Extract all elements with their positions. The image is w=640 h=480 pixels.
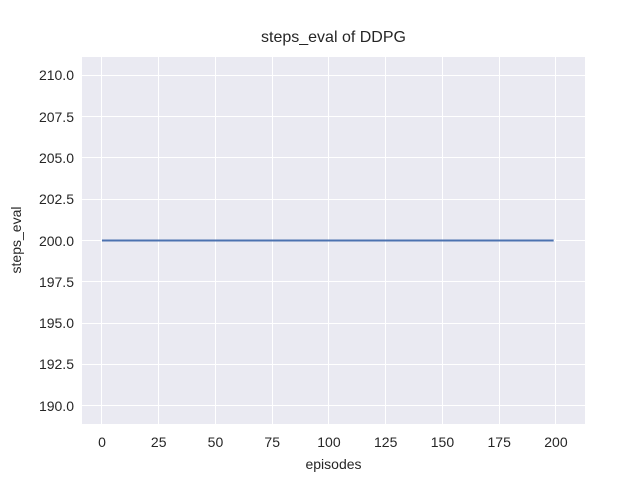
- vertical-gridline: [101, 57, 103, 424]
- y-tick-label: 207.5: [38, 108, 74, 125]
- y-tick-label: 197.5: [38, 273, 74, 290]
- plot-area: [82, 57, 585, 424]
- y-tick-label: 205.0: [38, 149, 74, 166]
- y-tick-label: 195.0: [38, 315, 74, 332]
- horizontal-gridline: [82, 281, 585, 283]
- x-tick-label: 25: [150, 434, 167, 450]
- horizontal-gridline: [82, 363, 585, 365]
- x-axis-label: episodes: [305, 456, 362, 472]
- horizontal-gridline: [82, 116, 585, 117]
- x-tick-label: 200: [544, 434, 568, 450]
- horizontal-gridline: [82, 322, 585, 324]
- x-tick-label: 175: [487, 434, 511, 450]
- x-tick-label: 0: [98, 434, 106, 450]
- x-tick-label: 100: [317, 434, 341, 450]
- y-tick-label: 200.0: [38, 232, 74, 249]
- plot-canvas: [101, 239, 554, 242]
- y-tick-label: 210.0: [38, 67, 74, 84]
- horizontal-gridline: [82, 405, 585, 407]
- x-tick-label: 75: [264, 434, 280, 450]
- y-tick-label: 192.5: [38, 356, 74, 373]
- x-tick-label: 50: [207, 434, 224, 450]
- horizontal-gridline: [82, 157, 585, 159]
- x-tick-label: 125: [374, 434, 398, 450]
- y-tick-label: 202.5: [38, 191, 74, 208]
- y-tick-label: 190.0: [38, 397, 74, 414]
- x-tick-label: 150: [430, 434, 455, 450]
- horizontal-gridline: [82, 198, 585, 200]
- horizontal-gridline: [82, 74, 585, 76]
- vertical-gridline: [555, 57, 557, 424]
- chart-title: steps_eval of DDPG: [261, 29, 406, 46]
